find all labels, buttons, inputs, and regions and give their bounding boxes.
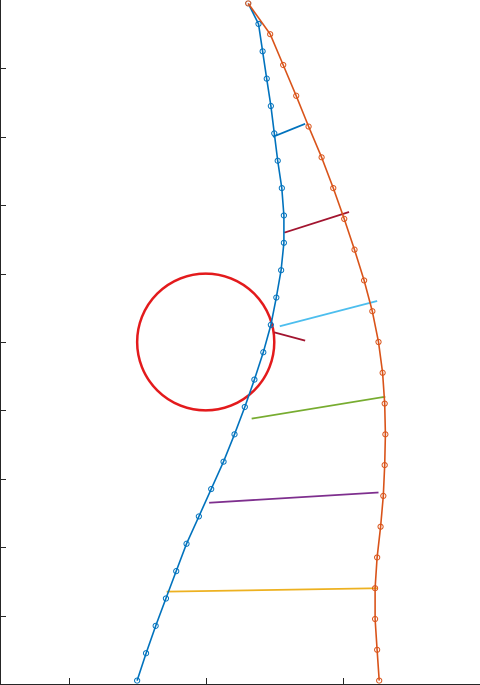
- left-boundary-marker-3: [152, 622, 159, 629]
- right-boundary-marker-2: [374, 646, 381, 653]
- left-boundary-marker-8: [208, 485, 215, 493]
- series-right-boundary: [245, 0, 389, 684]
- left-boundary-marker-14: [267, 321, 274, 328]
- left-boundary-marker-9: [220, 458, 227, 465]
- left-boundary-marker-15: [273, 294, 280, 301]
- connector-line-4: [274, 331, 306, 342]
- left-boundary-marker-22: [267, 102, 274, 110]
- series-left-boundary: [134, 0, 287, 684]
- connector-line-2: [209, 491, 379, 504]
- left-boundary-marker-10: [231, 431, 238, 438]
- left-boundary-marker-2: [142, 650, 150, 657]
- right-boundary-marker-8: [381, 462, 388, 469]
- right-boundary-marker-9: [382, 431, 389, 438]
- right-boundary-marker-4: [371, 585, 379, 592]
- right-boundary-marker-14: [361, 277, 368, 284]
- right-boundary-marker-1: [376, 677, 383, 684]
- right-boundary-marker-6: [377, 523, 384, 530]
- right-boundary-marker-13: [369, 308, 376, 315]
- right-boundary-marker-11: [379, 369, 386, 376]
- connector-line-3: [251, 395, 386, 420]
- connector-line-1: [166, 587, 378, 593]
- connector-lines: [166, 122, 386, 593]
- right-boundary-marker-16: [341, 215, 348, 222]
- connector-line-7: [272, 122, 306, 138]
- left-boundary-marker-24: [259, 48, 266, 55]
- connector-line-6: [284, 211, 350, 234]
- left-boundary-marker-21: [271, 130, 278, 137]
- left-boundary-marker-7: [195, 513, 202, 520]
- right-boundary-marker-3: [371, 615, 379, 623]
- right-boundary-marker-18: [318, 154, 325, 161]
- left-boundary-marker-11: [241, 403, 248, 411]
- left-boundary-marker-12: [251, 376, 258, 383]
- left-boundary-marker-16: [278, 267, 285, 274]
- right-boundary-marker-12: [375, 338, 382, 346]
- left-boundary-marker-5: [173, 568, 180, 575]
- left-boundary-marker-1: [134, 677, 141, 684]
- right-boundary-marker-22: [267, 31, 274, 38]
- right-boundary-line: [247, 2, 387, 681]
- right-boundary-marker-21: [280, 61, 287, 69]
- right-boundary-marker-19: [305, 123, 312, 130]
- left-boundary-marker-4: [162, 595, 170, 602]
- left-boundary-marker-17: [280, 239, 287, 246]
- left-boundary-marker-18: [280, 212, 287, 219]
- left-boundary-marker-25: [255, 20, 262, 28]
- series-layer: [134, 0, 389, 684]
- left-boundary-marker-13: [260, 349, 267, 356]
- left-boundary-marker-19: [278, 185, 285, 192]
- axis-ticks: [0, 68, 344, 684]
- right-boundary-marker-7: [380, 492, 387, 499]
- right-boundary-marker-15: [351, 246, 358, 253]
- right-boundary-marker-23: [245, 0, 252, 7]
- obstacle-circle-layer: [135, 272, 276, 412]
- left-boundary-marker-20: [274, 157, 281, 164]
- right-boundary-marker-5: [374, 554, 381, 561]
- left-boundary-marker-23: [263, 75, 270, 82]
- left-boundary-marker-6: [183, 540, 190, 547]
- obstacle-circle: [135, 272, 276, 412]
- left-boundary-line: [136, 3, 285, 681]
- right-boundary-marker-17: [330, 185, 337, 192]
- connector-line-5: [279, 300, 378, 328]
- right-boundary-marker-10: [381, 400, 388, 407]
- right-boundary-marker-20: [293, 92, 300, 99]
